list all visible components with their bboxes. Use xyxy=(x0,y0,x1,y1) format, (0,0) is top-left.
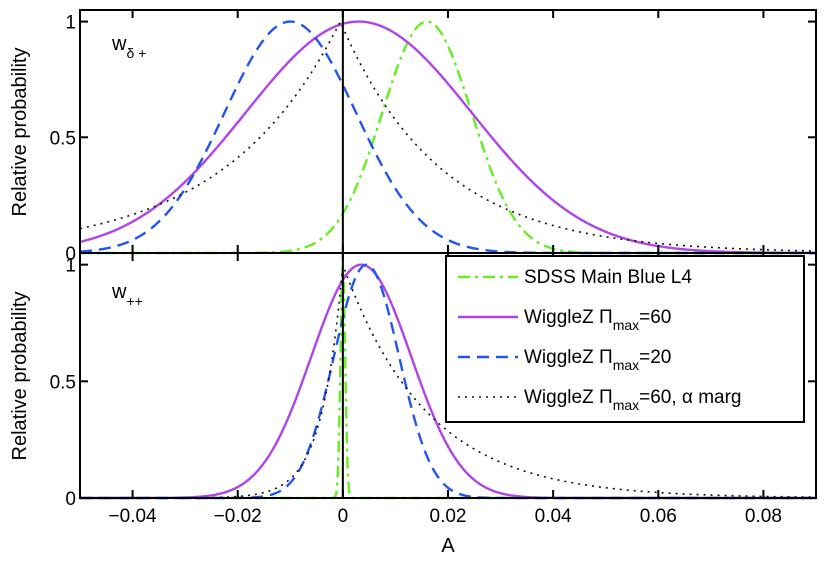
legend-box xyxy=(445,255,805,423)
legend-entry-subscript: max xyxy=(613,357,639,373)
bottom-panel-label: w++ xyxy=(111,281,143,309)
y-tick-label: 0.5 xyxy=(50,372,76,393)
legend-entry-text: SDSS Main Blue L4 xyxy=(524,267,692,288)
y-tick-label: 0 xyxy=(65,244,76,265)
legend-entry-suffix: =60, α marg xyxy=(639,387,741,408)
x-tick-label: −0.02 xyxy=(214,506,262,527)
x-tick-label: 0.06 xyxy=(640,506,677,527)
bottom-ylabel: Relative probability xyxy=(9,292,31,461)
bottom-panel-label-sub: ++ xyxy=(126,293,142,309)
x-tick-label: −0.04 xyxy=(109,506,158,527)
top-panel-label: wδ + xyxy=(111,33,146,61)
y-tick-label: 0.5 xyxy=(50,128,76,149)
bottom-panel: 0 0.5 1 −0.04 −0.02 0 0.02 0.04 0.06 0.08 w++ Rel… xyxy=(9,252,817,557)
bottom-panel-label-main: w xyxy=(111,281,127,303)
x-tick-label: 0.04 xyxy=(535,506,572,527)
legend-entry-subscript: max xyxy=(613,397,639,413)
x-tick-label: 0.02 xyxy=(430,506,467,527)
y-tick-label: 1 xyxy=(65,256,76,277)
top-panel-label-sub: δ + xyxy=(126,45,146,61)
bottom-ticks: 0 0.5 1 −0.04 −0.02 0 0.02 0.04 0.06 0.08 xyxy=(50,253,816,527)
legend-entry: WiggleZ Πmax=60, α marg xyxy=(524,387,741,413)
legend-entry-suffix: =20 xyxy=(639,347,671,368)
top-ylabel: Relative probability xyxy=(9,48,31,217)
legend-entry-subscript: max xyxy=(613,317,639,333)
legend-entry: WiggleZ Πmax=20 xyxy=(524,347,671,373)
y-tick-label: 0 xyxy=(65,489,76,510)
x-axis-title: A xyxy=(441,535,455,557)
x-tick-label: 0 xyxy=(338,506,349,527)
legend-entry-text: WiggleZ Π xyxy=(524,307,613,328)
legend-entry-text: WiggleZ Π xyxy=(524,347,613,368)
legend-entry-text: WiggleZ Π xyxy=(524,387,613,408)
x-tick-label: 0.08 xyxy=(745,506,782,527)
legend-entry: SDSS Main Blue L4 xyxy=(524,267,692,288)
series-top-1 xyxy=(79,20,817,255)
legend-entry-suffix: =60 xyxy=(639,307,671,328)
y-tick-label: 1 xyxy=(65,13,76,34)
legend-entry: WiggleZ Πmax=60 xyxy=(524,307,671,333)
top-panel-label-main: w xyxy=(111,33,127,55)
top-ticks: 00.51 xyxy=(50,10,816,265)
